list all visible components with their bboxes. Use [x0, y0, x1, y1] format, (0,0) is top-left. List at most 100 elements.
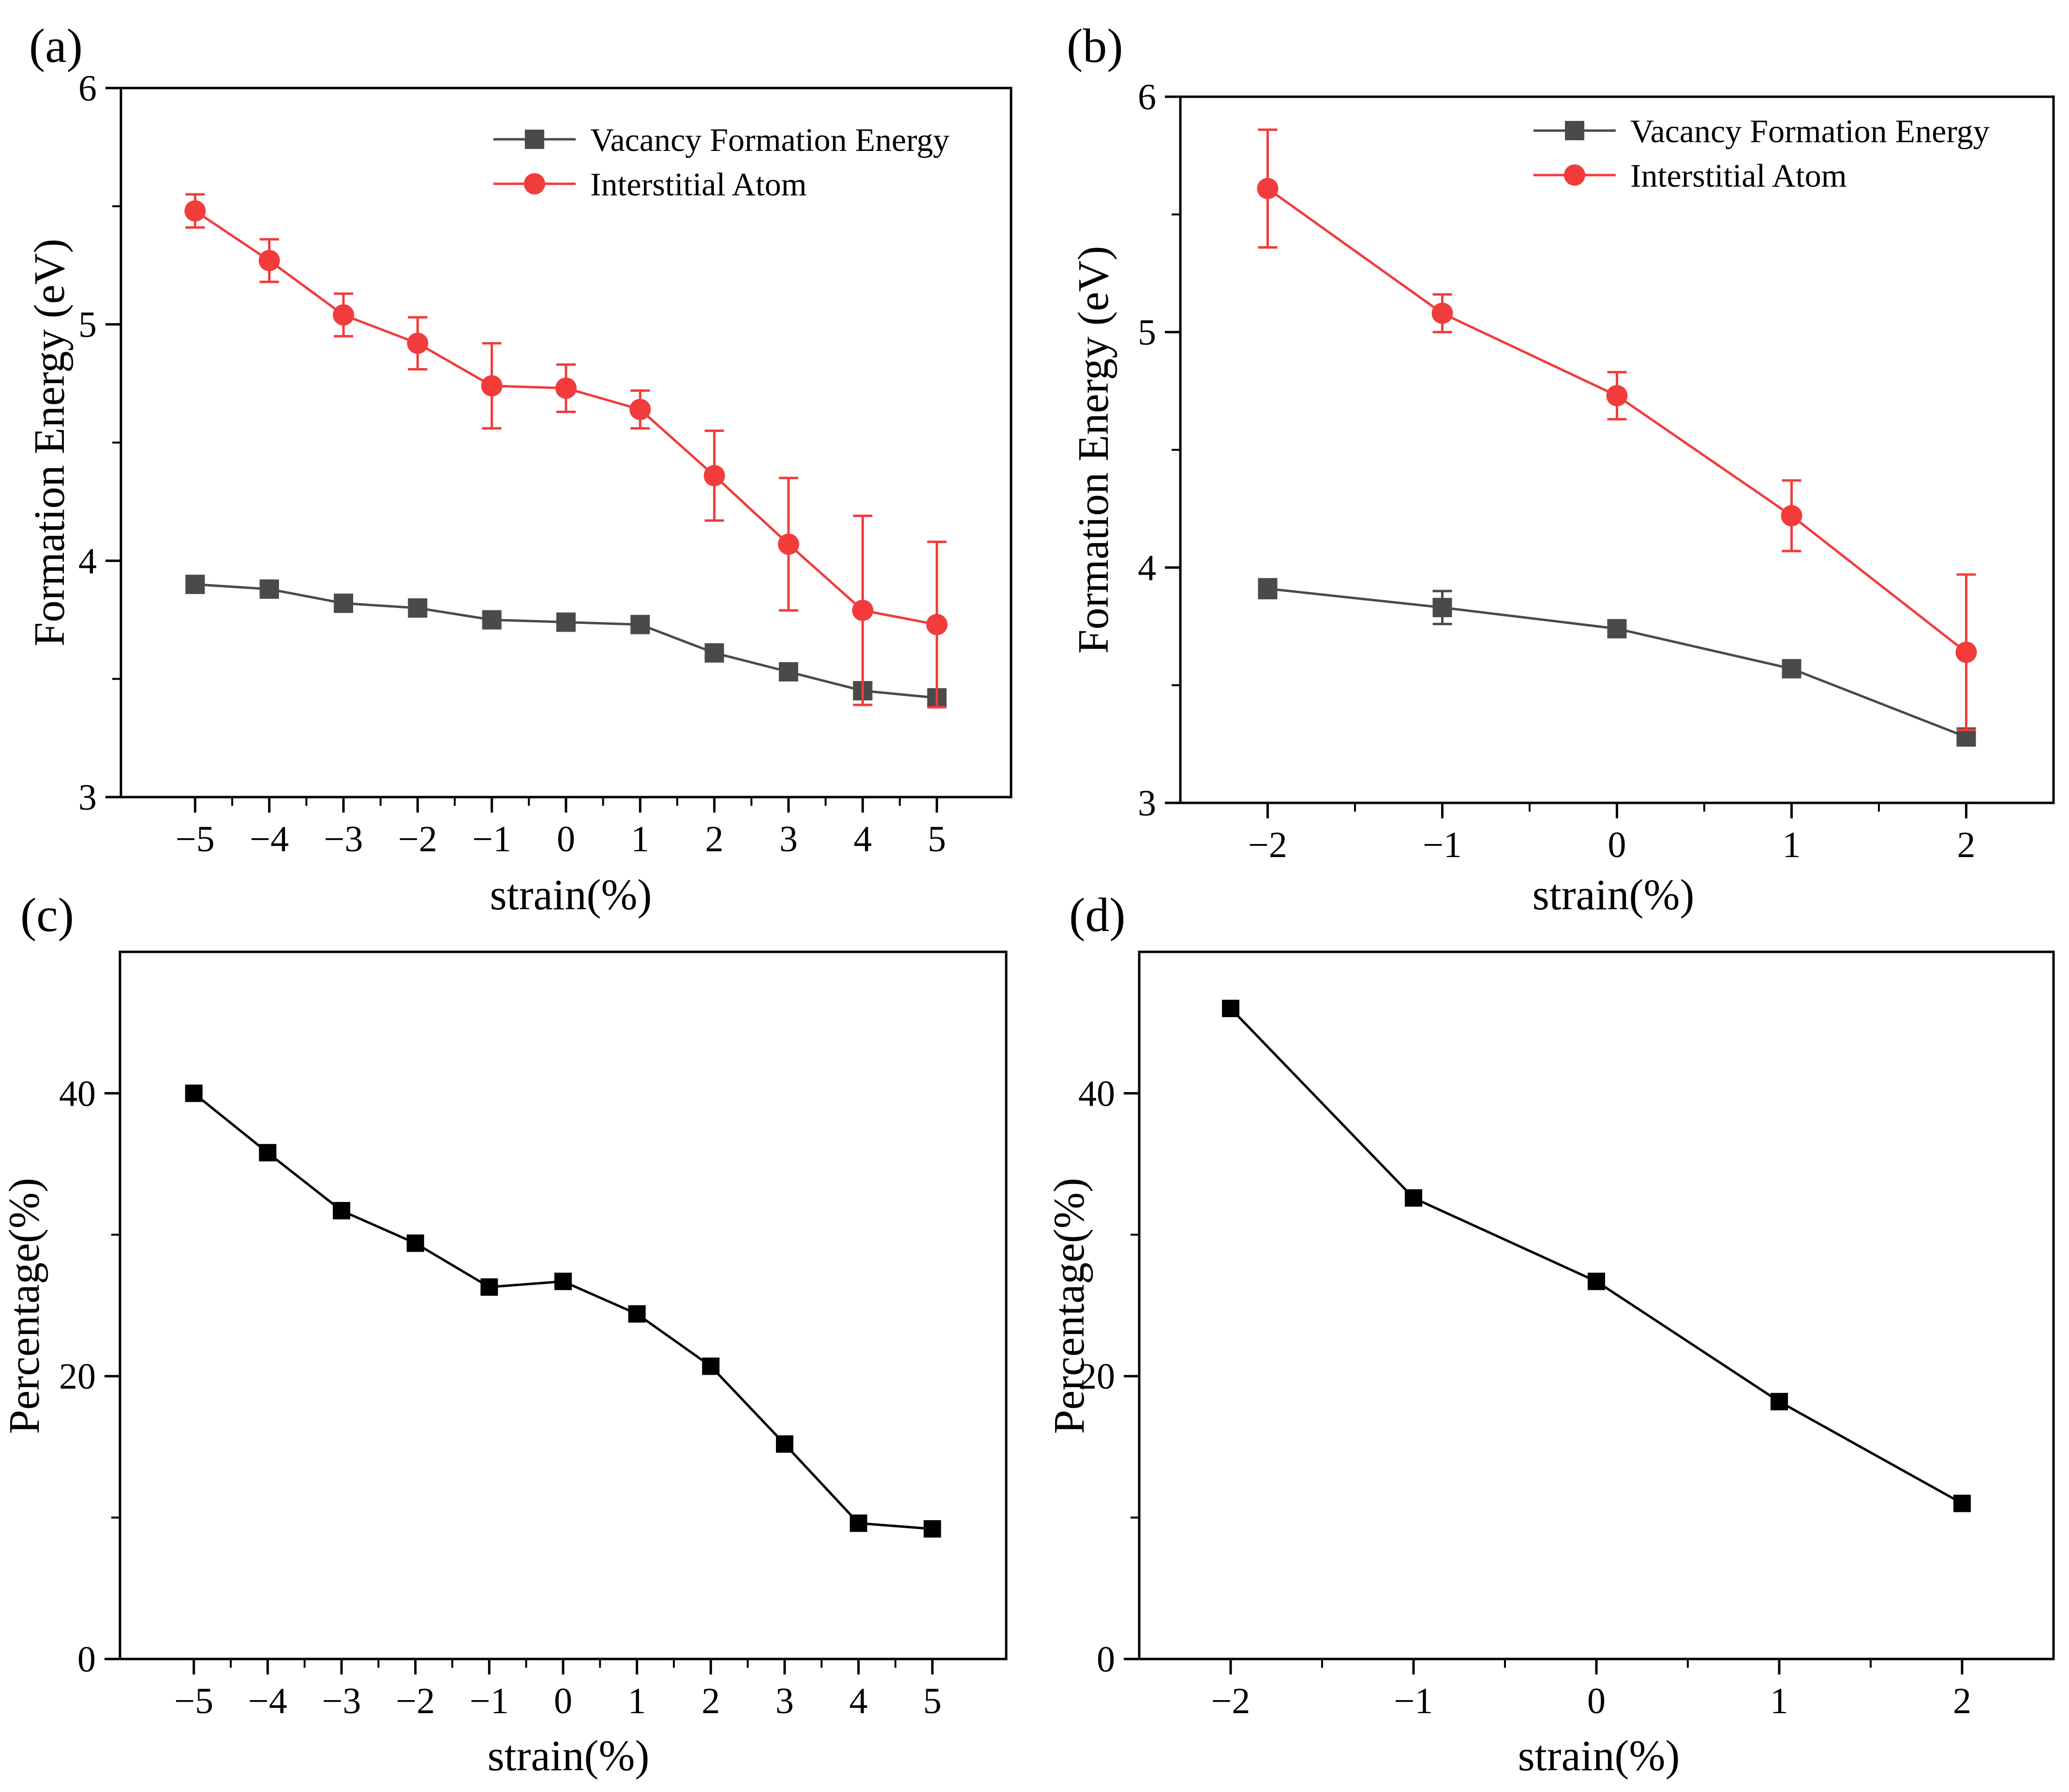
x-tick-label: 2	[1953, 1681, 1971, 1721]
panel-label: (c)	[20, 888, 74, 942]
x-tick-label: −5	[174, 1681, 213, 1721]
series-line	[1267, 587, 1967, 739]
series-0	[185, 1084, 941, 1538]
x-tick-label: −1	[1423, 825, 1462, 865]
data-point	[408, 598, 428, 618]
y-tick-label: 5	[78, 305, 97, 345]
x-tick-label: 1	[1770, 1681, 1788, 1721]
x-tick-label: 4	[849, 1681, 868, 1721]
data-point	[333, 1202, 350, 1220]
data-point	[703, 465, 725, 487]
x-axis-label: strain(%)	[1518, 1732, 1680, 1780]
data-point	[1222, 999, 1239, 1017]
x-tick-label: −5	[176, 819, 215, 859]
y-tick-label: 6	[78, 68, 97, 109]
series-line	[194, 210, 938, 626]
x-tick-label: 4	[853, 819, 872, 859]
data-point	[333, 304, 354, 326]
data-point	[1953, 1495, 1971, 1512]
y-axis-label: Percentage(%)	[1045, 1178, 1093, 1434]
x-tick-label: 2	[1957, 825, 1976, 865]
x-tick-label: −1	[1394, 1681, 1433, 1721]
data-point	[778, 533, 799, 555]
data-point	[407, 332, 429, 354]
x-tick-label: −3	[324, 819, 363, 859]
x-tick-label: 0	[1587, 1681, 1606, 1721]
data-point	[554, 1273, 572, 1290]
data-point	[1607, 619, 1627, 638]
data-point	[259, 579, 279, 599]
legend-label: Vacancy Formation Energy	[1630, 113, 1990, 149]
plot-frame	[119, 950, 1008, 1660]
legend-label: Interstitial Atom	[1630, 157, 1847, 194]
x-axis-label: strain(%)	[1533, 871, 1695, 919]
legend-marker	[1565, 121, 1584, 140]
data-point	[629, 399, 651, 420]
chart-panel-0: (a) −5 −4 −3 −2 −1 0 1 2 3 4 5 3 4 5 6 strain(%) Formatio…	[26, 19, 1012, 919]
x-tick-label: 3	[775, 1681, 794, 1721]
x-tick-label: −4	[250, 819, 289, 859]
y-tick-label: 20	[1078, 1356, 1115, 1397]
data-point	[1405, 1189, 1422, 1207]
x-tick-label: 1	[1783, 825, 1801, 865]
x-tick-label: −2	[398, 819, 437, 859]
data-point	[481, 375, 503, 397]
data-point	[480, 1278, 498, 1296]
panel-label: (d)	[1069, 888, 1126, 942]
y-tick-label: 20	[59, 1356, 96, 1397]
x-tick-label: 0	[1608, 825, 1626, 865]
y-axis-label: Formation Energy (eV)	[26, 238, 74, 646]
series-0	[1258, 578, 1976, 747]
series-line	[1230, 1007, 1963, 1505]
x-tick-label: −2	[1248, 825, 1287, 865]
legend-label: Interstitial Atom	[590, 166, 807, 203]
data-point	[1258, 579, 1278, 599]
series-line	[195, 583, 937, 699]
data-point	[185, 575, 205, 594]
x-tick-label: 3	[779, 819, 798, 859]
data-point	[258, 250, 280, 271]
x-tick-label: 2	[705, 819, 724, 859]
x-tick-label: 0	[557, 819, 575, 859]
data-point	[555, 377, 577, 399]
data-point	[702, 1357, 720, 1375]
y-tick-label: 4	[78, 541, 97, 581]
data-point	[185, 1084, 203, 1102]
plot-frame	[119, 87, 1012, 799]
y-axis-label: Formation Energy (eV)	[1070, 246, 1117, 653]
x-tick-label: −3	[322, 1681, 361, 1721]
x-tick-label: 0	[554, 1681, 572, 1721]
data-point	[1782, 659, 1801, 679]
panel-label: (a)	[29, 19, 83, 73]
y-axis-label: Percentage(%)	[0, 1178, 48, 1434]
data-point	[630, 615, 650, 635]
data-point	[482, 610, 502, 630]
data-point	[184, 200, 206, 222]
data-point	[1771, 1392, 1788, 1410]
chart-panel-1: (b) −2 −1 0 1 2 3 4 5 6 strain(%) Formation Energy …	[1067, 19, 2055, 919]
data-point	[334, 593, 353, 613]
data-point	[923, 1520, 941, 1538]
data-point	[1431, 302, 1453, 324]
y-tick-label: 0	[1097, 1639, 1115, 1680]
y-tick-label: 40	[59, 1073, 96, 1114]
series-0	[1222, 999, 1971, 1512]
data-point	[1588, 1273, 1605, 1290]
legend-marker	[525, 130, 544, 149]
x-tick-label: −1	[472, 819, 511, 859]
x-tick-label: −2	[1211, 1681, 1250, 1721]
y-tick-label: 4	[1138, 548, 1156, 588]
y-tick-label: 6	[1138, 77, 1156, 118]
data-point	[1781, 505, 1802, 527]
x-tick-label: 5	[923, 1681, 941, 1721]
x-axis-label: strain(%)	[488, 1732, 650, 1780]
x-tick-label: −1	[470, 1681, 509, 1721]
y-tick-label: 5	[1138, 312, 1156, 353]
x-axis-label: strain(%)	[490, 871, 652, 919]
legend: Vacancy Formation Energy Interstitial Ato…	[1533, 113, 1990, 194]
data-point	[926, 614, 948, 636]
y-tick-label: 3	[78, 777, 97, 818]
data-point	[1257, 178, 1279, 199]
